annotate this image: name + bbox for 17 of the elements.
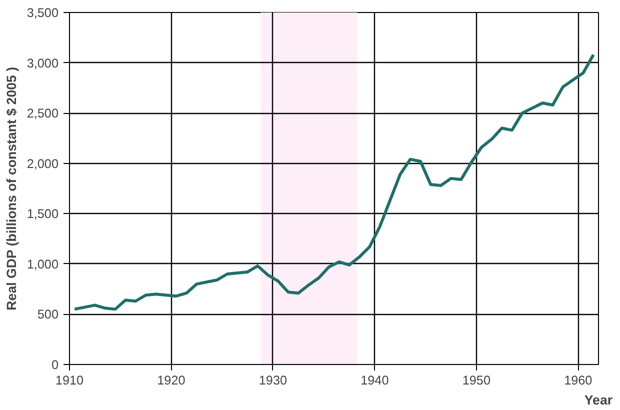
y-tick-label: 0 [51, 358, 59, 372]
y-tick-label: 500 [37, 308, 59, 322]
y-tick-label: 2,500 [26, 106, 58, 121]
y-tick-label: 2,000 [26, 156, 58, 171]
y-tick-label: 1,000 [26, 257, 58, 272]
y-tick-label: 1,500 [26, 207, 58, 222]
y-tick-label: 3,500 [26, 6, 58, 20]
y-tick-label: 3,000 [26, 56, 58, 70]
line-series [73, 53, 595, 311]
x-tick-label: 1930 [258, 374, 288, 388]
x-tick-label: 1910 [55, 374, 84, 388]
x-axis-title: Year [584, 392, 613, 408]
x-tick-label: 1920 [157, 374, 186, 388]
x-tick-label: 1960 [564, 374, 592, 388]
x-tick-label: 1950 [462, 374, 490, 388]
y-axis-title: Real GDP (billions of constant $ 2005 ) [4, 66, 19, 310]
x-tick-label: 1940 [360, 374, 389, 388]
